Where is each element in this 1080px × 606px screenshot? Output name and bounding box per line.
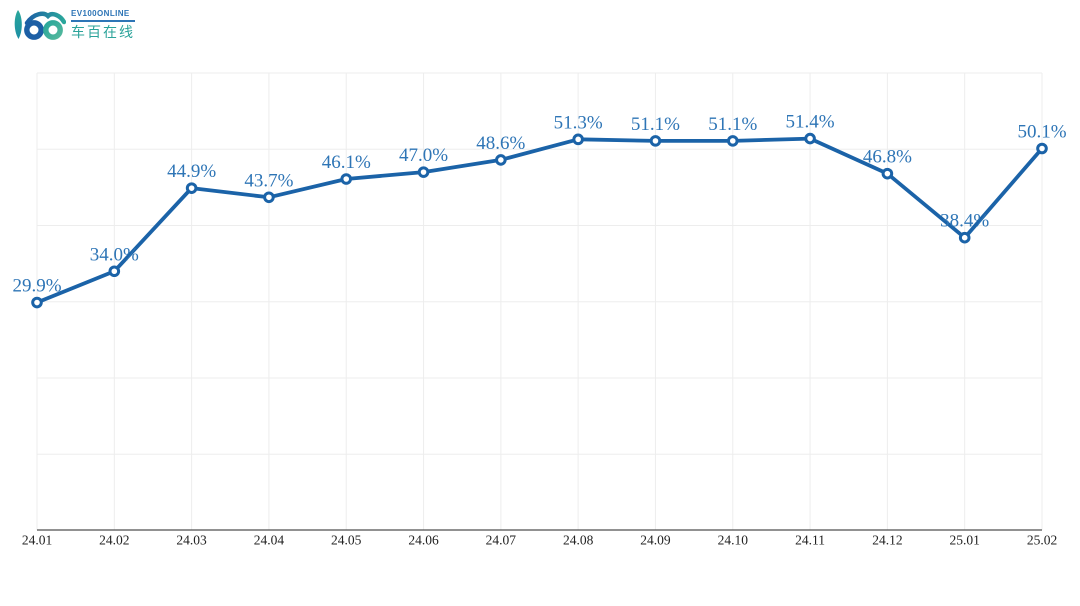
x-tick-label: 24.04	[254, 533, 285, 548]
data-point-label: 34.0%	[90, 244, 139, 265]
data-point-marker	[417, 166, 430, 178]
data-point-marker	[263, 191, 275, 204]
data-point-marker	[495, 154, 507, 166]
data-point-label: 51.1%	[708, 114, 757, 135]
data-point-marker	[340, 173, 353, 185]
data-point-marker	[649, 135, 662, 147]
data-point-label: 51.4%	[786, 112, 835, 133]
chart-line	[35, 136, 1044, 305]
logo-leaf-shape	[14, 10, 22, 39]
brand-logo-icon	[14, 10, 66, 40]
data-point-label: 51.1%	[631, 114, 680, 135]
brand-text-block: EV100ONLINE 车百在线	[71, 9, 135, 40]
data-point-marker	[1036, 142, 1048, 155]
data-point-label: 44.9%	[167, 161, 216, 182]
data-point-marker	[804, 132, 816, 145]
logo-wheel-right	[43, 20, 63, 40]
x-tick-label: 25.02	[1027, 533, 1057, 548]
x-tick-label: 24.06	[408, 533, 439, 548]
data-point-marker	[185, 182, 198, 194]
data-point-label: 46.8%	[863, 147, 912, 168]
data-point-marker	[958, 231, 971, 244]
data-point-label: 46.1%	[322, 152, 371, 173]
x-tick-label: 25.01	[950, 533, 980, 548]
data-point-label: 43.7%	[244, 170, 293, 191]
data-point-label: 50.1%	[1017, 121, 1066, 142]
data-point-marker	[31, 296, 43, 309]
x-tick-label: 24.03	[176, 533, 207, 548]
x-tick-label: 24.09	[640, 533, 671, 548]
brand-name-cn: 车百在线	[71, 23, 135, 40]
x-tick-label: 24.12	[872, 533, 902, 548]
data-point-label: 51.3%	[554, 112, 603, 133]
x-tick-label: 24.07	[486, 533, 517, 548]
data-point-marker	[572, 133, 584, 146]
data-point-label: 48.6%	[476, 133, 525, 154]
brand-name-en: EV100ONLINE	[71, 9, 135, 22]
data-point-label: 29.9%	[12, 276, 61, 297]
logo-car-roof-arc	[24, 11, 66, 26]
logo-wheel-left	[24, 20, 44, 40]
data-point-marker	[726, 135, 739, 147]
x-tick-label: 24.01	[22, 533, 52, 548]
data-point-marker	[108, 265, 121, 278]
x-tick-label: 24.10	[718, 533, 749, 548]
x-tick-label: 24.02	[99, 533, 129, 548]
brand-logo: EV100ONLINE 车百在线	[10, 7, 135, 41]
data-point-label: 47.0%	[399, 145, 448, 166]
data-point-marker	[881, 167, 894, 180]
x-tick-label: 24.11	[795, 533, 825, 548]
data-point-label: 38.4%	[940, 211, 989, 232]
x-tick-label: 24.05	[331, 533, 362, 548]
x-tick-label: 24.08	[563, 533, 594, 548]
